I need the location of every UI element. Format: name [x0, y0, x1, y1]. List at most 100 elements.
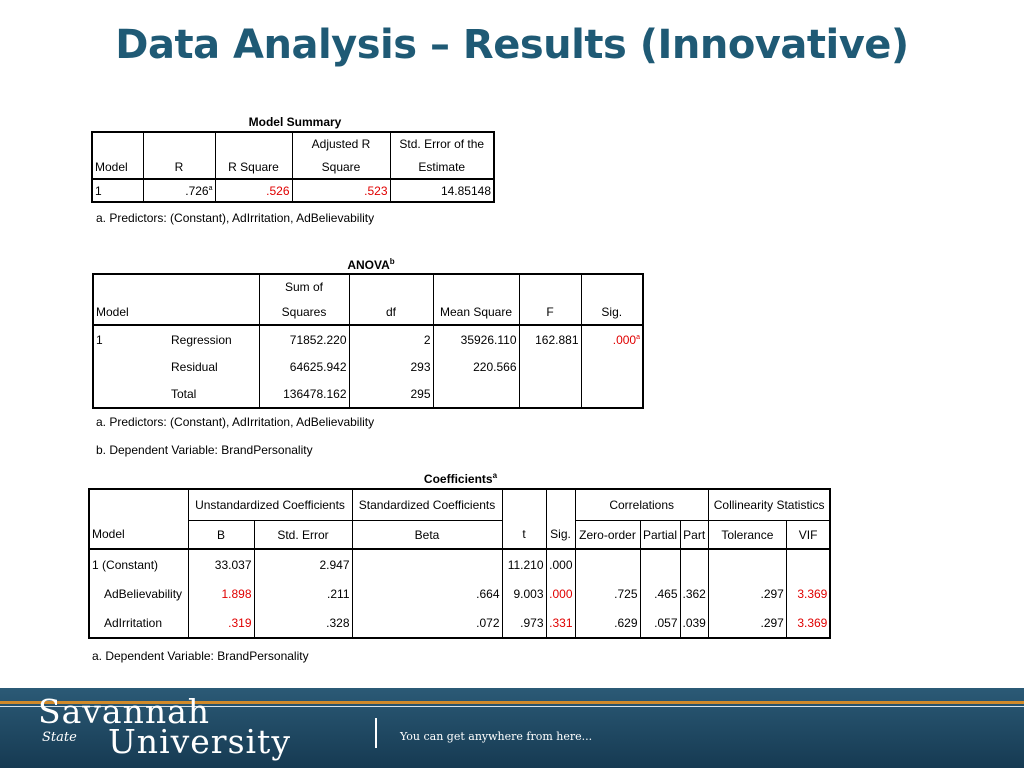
table-row: 1 Regression 71852.220 2 35926.110 162.8… [93, 325, 644, 353]
logo-state: State [42, 730, 77, 745]
cell-se: 14.85148 [390, 179, 495, 202]
header-model: Model [93, 299, 169, 326]
header-adj-r-1: Adjusted R [292, 132, 391, 155]
coefficients-table: Unstandardized Coefficients Standardized… [88, 488, 832, 639]
cell-b: 33.037 [188, 549, 255, 579]
header-sig: Sig. [546, 520, 576, 550]
footer-stripe [0, 701, 1024, 704]
model-summary-note: a. Predictors: (Constant), AdIrritation,… [96, 211, 375, 225]
anova-caption: ANOVAb [347, 257, 395, 272]
header-part: Part [680, 520, 709, 550]
cell-ms: 35926.110 [433, 325, 520, 353]
cell-t: 11.210 [502, 549, 547, 579]
footer-tagline: You can get anywhere from here... [400, 730, 593, 743]
cell-tolerance: .297 [708, 579, 787, 608]
cell-se: .211 [254, 579, 353, 608]
cell-predictor: AdBelievability [89, 579, 189, 608]
cell-sig: .331 [546, 608, 576, 638]
table-row: Residual 64625.942 293 220.566 [93, 353, 644, 380]
header-ms: Mean Square [433, 299, 520, 326]
cell-part: .362 [680, 579, 709, 608]
cell-model: 1 [96, 332, 103, 347]
cell-df: 295 [349, 380, 434, 408]
cell-predictor: 1 (Constant) [89, 549, 189, 579]
cell-predictor: AdIrritation [89, 608, 189, 638]
cell-df: 2 [349, 325, 434, 353]
cell-f: 162.881 [519, 325, 582, 353]
cell-sig: .000a [581, 325, 644, 353]
cell-se: 2.947 [254, 549, 353, 579]
table-row: AdBelievability 1.898 .211 .664 9.003 .0… [89, 579, 831, 608]
slide-title: Data Analysis – Results (Innovative) [115, 22, 909, 68]
footer-stripe-thin [0, 706, 1024, 707]
cell-r: .726a [143, 179, 216, 202]
cell-partial: .465 [640, 579, 681, 608]
cell-ss: 71852.220 [259, 325, 350, 353]
coefficients-note: a. Dependent Variable: BrandPersonality [92, 649, 309, 663]
model-summary-caption: Model Summary [248, 115, 342, 129]
anova-note-b: b. Dependent Variable: BrandPersonality [96, 443, 313, 457]
header-r: R [143, 155, 216, 180]
cell-model: 1 [92, 179, 144, 202]
header-se-2: Estimate [390, 155, 495, 180]
header-b: B [188, 520, 255, 550]
header-se: Std. Error [254, 520, 353, 550]
cell-beta: .664 [352, 579, 503, 608]
cell-ms: 220.566 [433, 353, 520, 380]
cell-ss: 136478.162 [259, 380, 350, 408]
footer-divider [375, 718, 377, 748]
cell-se: .328 [254, 608, 353, 638]
cell-zero-order: .629 [575, 608, 641, 638]
cell-vif: 3.369 [786, 608, 831, 638]
anova-note-a: a. Predictors: (Constant), AdIrritation,… [96, 415, 375, 429]
header-se-1: Std. Error of the [390, 132, 495, 155]
header-ss-1: Sum of [259, 274, 350, 299]
cell-source: Residual [169, 353, 260, 380]
cell-t: .973 [502, 608, 547, 638]
cell-b: 1.898 [188, 579, 255, 608]
header-group-coll: Collinearity Statistics [708, 489, 831, 521]
header-t: t [502, 520, 547, 550]
header-model: Model [92, 155, 144, 180]
table-row: 1 .726a .526 .523 14.85148 [92, 179, 495, 202]
header-group-std: Standardized Coefficients [352, 489, 503, 521]
cell-ss: 64625.942 [259, 353, 350, 380]
header-tolerance: Tolerance [708, 520, 787, 550]
cell-tolerance: .297 [708, 608, 787, 638]
cell-source: Regression [169, 325, 260, 353]
table-row: AdIrritation .319 .328 .072 .973 .331 .6… [89, 608, 831, 638]
table-row: Total 136478.162 295 [93, 380, 644, 408]
cell-b: .319 [188, 608, 255, 638]
header-zero-order: Zero-order [575, 520, 641, 550]
header-f: F [519, 299, 582, 326]
table-row: 1 (Constant) 33.037 2.947 11.210 .000 [89, 549, 831, 579]
header-df: df [349, 299, 434, 326]
header-adj-r-2: Square [292, 155, 391, 180]
cell-sig: .000 [546, 579, 576, 608]
footer-banner: Savannah State University You can get an… [0, 688, 1024, 768]
cell-sig: .000 [546, 549, 576, 579]
header-vif: VIF [786, 520, 831, 550]
header-partial: Partial [640, 520, 681, 550]
cell-source: Total [169, 380, 260, 408]
logo-university: University [108, 722, 291, 761]
header-model: Model [89, 520, 189, 550]
header-beta: Beta [352, 520, 503, 550]
model-summary-table: Adjusted R Std. Error of the Model R R S… [91, 131, 495, 203]
cell-df: 293 [349, 353, 434, 380]
cell-vif: 3.369 [786, 579, 831, 608]
coefficients-caption: Coefficientsa [423, 471, 498, 486]
cell-beta: .072 [352, 608, 503, 638]
header-sig: Sig. [581, 299, 644, 326]
header-group-corr: Correlations [575, 489, 709, 521]
cell-adj-r-square: .523 [292, 179, 391, 202]
header-group-unstd: Unstandardized Coefficients [188, 489, 353, 521]
cell-partial: .057 [640, 608, 681, 638]
cell-t: 9.003 [502, 579, 547, 608]
header-r-square: R Square [215, 155, 293, 180]
cell-part: .039 [680, 608, 709, 638]
cell-zero-order: .725 [575, 579, 641, 608]
logo-savannah: Savannah [38, 692, 211, 731]
anova-table: Sum of Model Squares df Mean Square F Si… [92, 273, 644, 409]
header-ss-2: Squares [259, 299, 350, 326]
